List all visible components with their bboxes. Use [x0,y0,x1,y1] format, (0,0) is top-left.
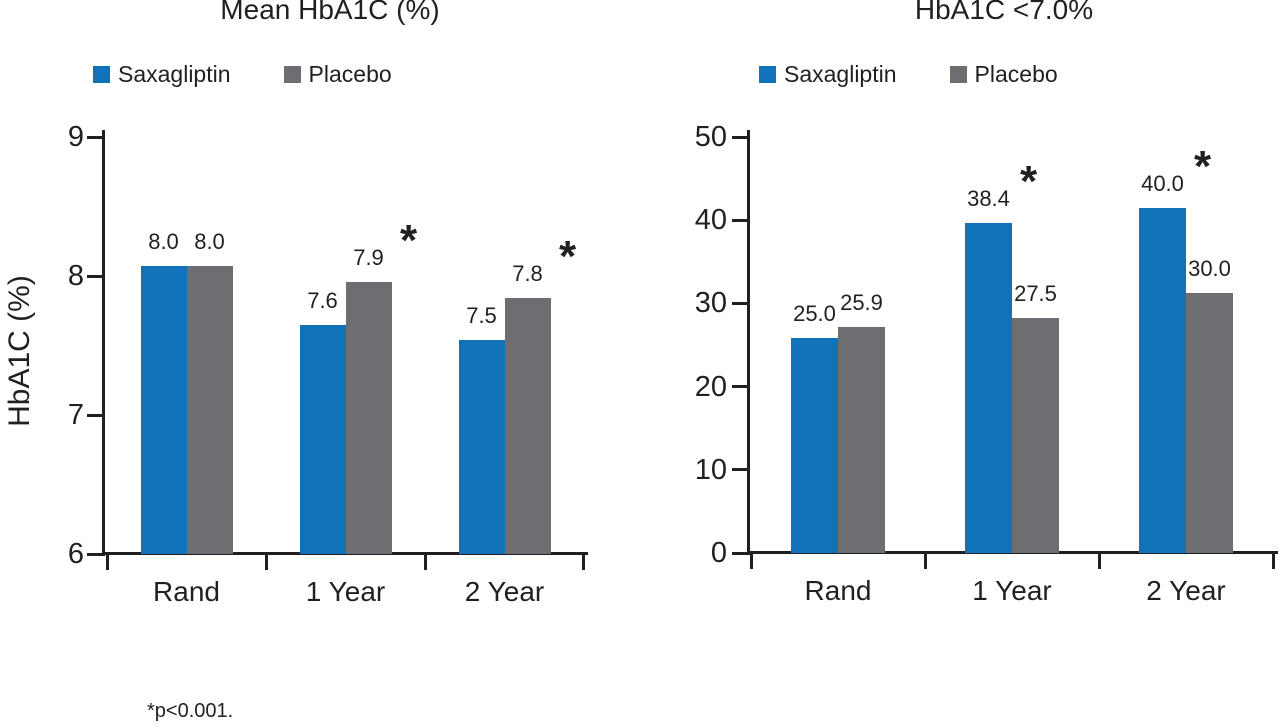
x-tick [924,554,927,569]
bar-placebo-1-year [1012,318,1059,553]
x-tick [1098,554,1101,569]
y-tick-label: 7 [67,399,84,431]
bar-saxagliptin-2-year [458,340,505,554]
bar-placebo-rand [186,266,233,554]
x-tick [265,555,268,570]
legend-label-saxagliptin: Saxagliptin [784,61,897,87]
y-tick [732,302,747,305]
y-tick-label: 8 [67,260,84,292]
x-category-label: 2 Year [1146,575,1226,606]
bar-saxagliptin-1-year [965,223,1012,553]
legend-label-placebo: Placebo [308,61,392,87]
y-tick [732,552,747,555]
bar-value-label: 40.0 [1141,171,1184,196]
bar-value-label: 25.0 [793,301,836,326]
y-axis-line [102,130,105,556]
legend-item-placebo: Placebo [283,61,392,87]
bar-value-label: 30.0 [1188,256,1231,281]
y-tick-label: 50 [694,121,727,153]
legend: Saxagliptin Placebo [759,62,1058,86]
x-category-label: 1 Year [972,575,1052,606]
bar-saxagliptin-rand [791,338,838,553]
y-tick [87,136,102,139]
x-tick [1272,554,1275,569]
y-tick-label: 10 [694,454,727,486]
footnote: *p<0.001. [147,700,234,722]
bar-placebo-2-year [1186,293,1233,553]
x-category-label: Rand [153,576,220,607]
legend: Saxagliptin Placebo [93,62,392,86]
legend-swatch-placebo-icon [949,65,967,83]
legend-swatch-saxagliptin-icon [93,65,110,83]
bar-value-label: 25.9 [840,290,883,315]
chart-title: HbA1C <7.0% [914,0,1094,25]
significance-asterisk: * [1193,142,1212,191]
bar-value-label: 27.5 [1014,281,1057,306]
y-tick-label: 30 [694,287,727,319]
y-tick-label: 6 [67,538,84,570]
x-tick [106,555,109,570]
x-tick [424,555,427,570]
y-tick-label: 20 [694,371,727,403]
x-category-label: Rand [804,575,872,606]
bar-placebo-2-year [504,298,551,554]
significance-asterisk: * [1019,157,1038,206]
legend-label-placebo: Placebo [974,61,1058,87]
legend-item-saxagliptin: Saxagliptin [759,62,897,86]
legend-swatch-saxagliptin-icon [759,65,776,83]
legend-label-saxagliptin: Saxagliptin [118,61,231,87]
x-tick [750,554,753,569]
bar-value-label: 8.0 [194,229,225,254]
bar-saxagliptin-1-year [299,325,346,554]
y-tick [87,553,102,556]
bar-value-label: 7.5 [466,303,497,328]
x-category-label: 2 Year [464,576,545,607]
x-category-label: 1 Year [305,576,386,607]
bar-value-label: 7.6 [307,288,338,313]
bar-value-label: 7.8 [512,261,543,286]
chart-title: Mean HbA1C (%) [220,0,440,25]
significance-asterisk: * [399,216,418,265]
bar-value-label: 8.0 [148,229,179,254]
bar-placebo-1-year [345,282,392,554]
y-tick [732,385,747,388]
y-tick [732,468,747,471]
legend-item-placebo: Placebo [949,61,1058,87]
x-tick [582,555,585,570]
significance-asterisk: * [558,232,577,281]
y-tick-label: 0 [710,537,727,569]
y-tick-label: 9 [67,121,84,153]
legend-swatch-placebo-icon [283,65,301,83]
bar-placebo-rand [838,327,885,553]
x-axis-line [102,552,588,555]
y-tick [87,414,102,417]
y-axis-line [747,130,750,555]
bar-value-label: 7.9 [353,245,384,270]
legend-item-saxagliptin: Saxagliptin [93,62,231,86]
bar-value-label: 38.4 [967,186,1010,211]
y-tick-label: 40 [694,204,727,236]
y-axis-title: HbA1C (%) [3,275,36,427]
y-tick [732,136,747,139]
y-tick [87,275,102,278]
bar-saxagliptin-2-year [1139,208,1186,553]
bar-saxagliptin-rand [140,266,187,554]
y-tick [732,219,747,222]
x-axis-line [747,551,1278,554]
